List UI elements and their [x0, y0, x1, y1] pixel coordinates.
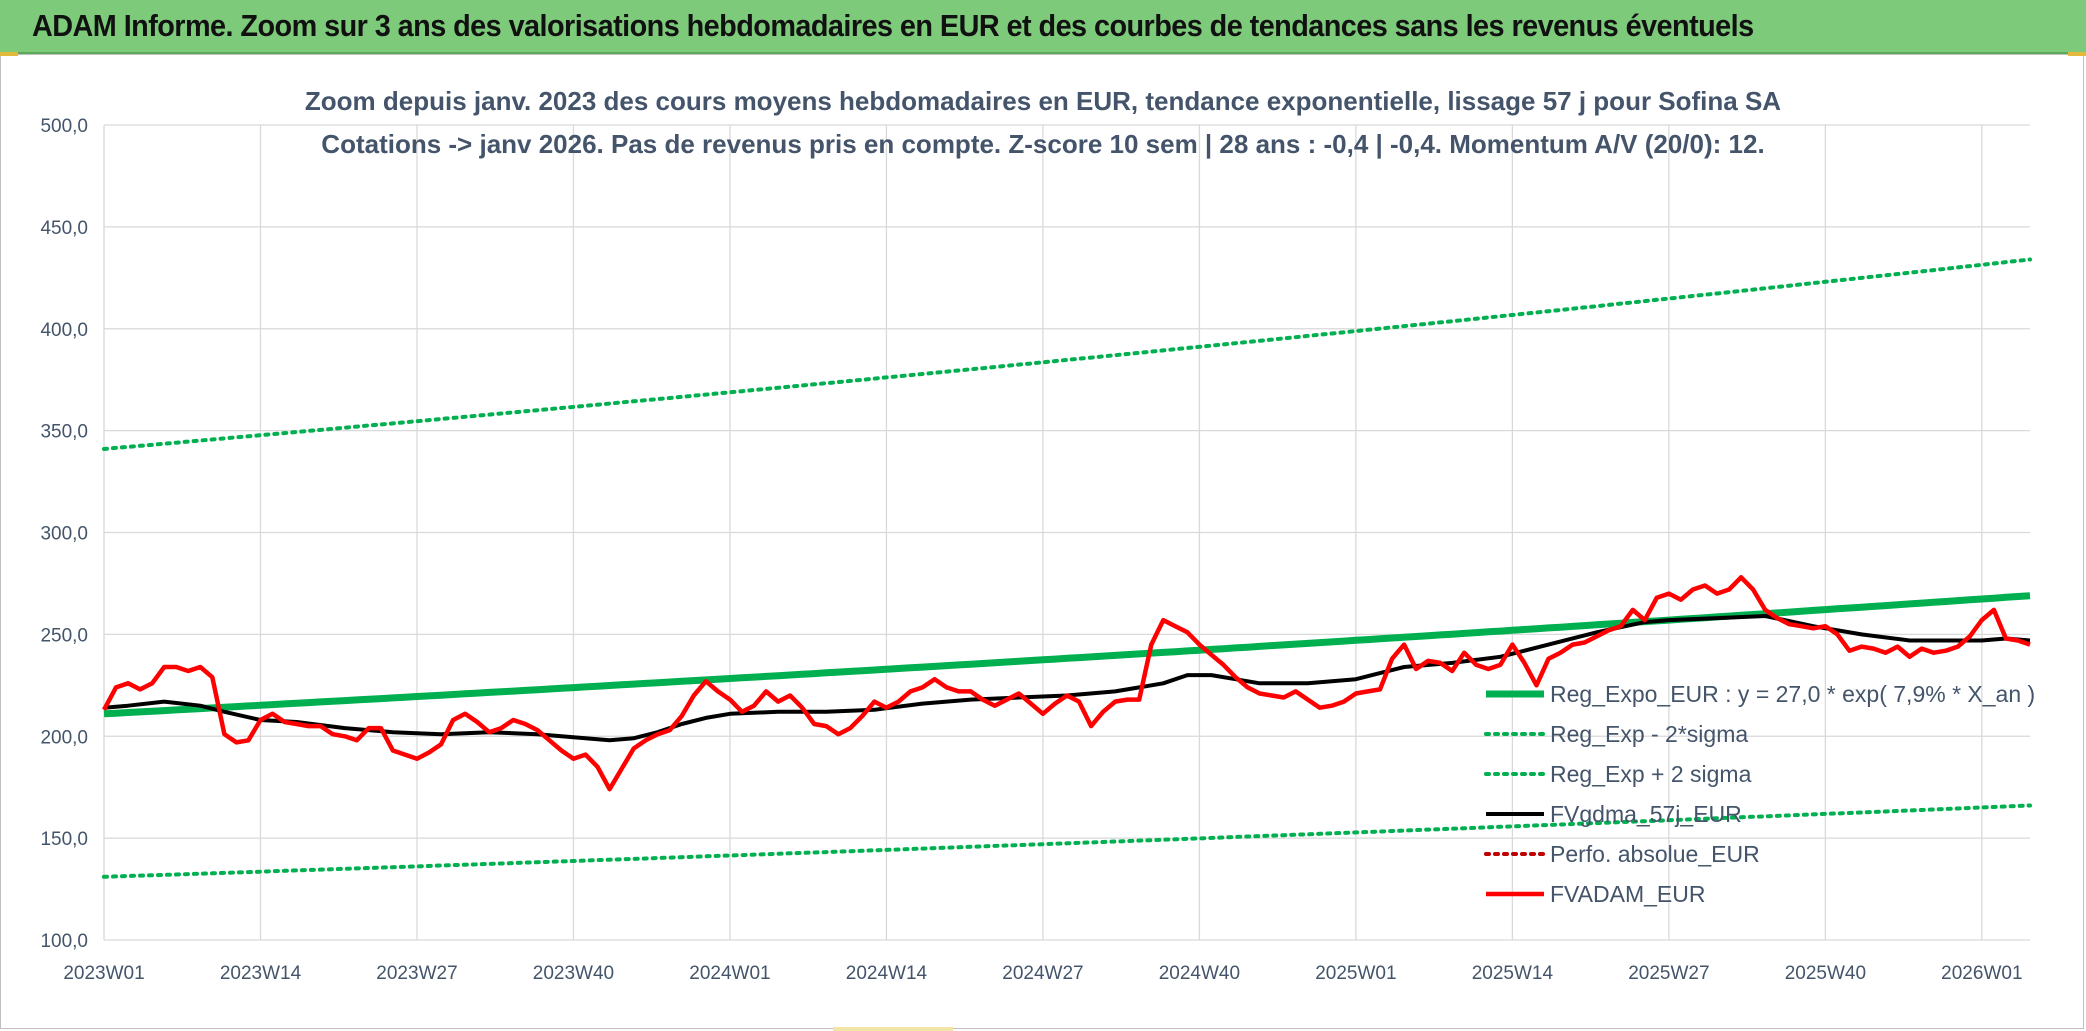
series-line-2	[102, 257, 2032, 451]
y-tick-label: 100,0	[40, 931, 88, 952]
x-tick-label: 2023W14	[220, 963, 302, 984]
frame-bottom-marker	[833, 1027, 953, 1031]
x-tick-label: 2024W14	[846, 963, 928, 984]
legend-label: Reg_Exp + 2 sigma	[1550, 761, 1752, 787]
y-tick-label: 400,0	[40, 320, 88, 341]
series-line-1	[102, 803, 2032, 879]
y-tick-label: 300,0	[40, 524, 88, 545]
legend-label: FVgdma_57j_EUR	[1550, 801, 1742, 827]
x-tick-label: 2023W27	[376, 963, 457, 984]
y-tick-label: 350,0	[40, 422, 88, 443]
x-tick-label: 2025W01	[1315, 963, 1396, 984]
report-title: ADAM Informe. Zoom sur 3 ans des valoris…	[32, 8, 1754, 43]
chart-title-line2: Cotations -> janv 2026. Pas de revenus p…	[321, 129, 1764, 159]
legend-label: Reg_Expo_EUR : y = 27,0 * exp( 7,9% * X_…	[1550, 681, 2035, 707]
x-tick-label: 2025W40	[1785, 963, 1866, 984]
x-tick-label: 2024W27	[1002, 963, 1083, 984]
legend: Reg_Expo_EUR : y = 27,0 * exp( 7,9% * X_…	[1484, 681, 2035, 907]
x-tick-label: 2023W01	[63, 963, 144, 984]
x-axis-ticks: 2023W01 2023W14 2023W27 2023W40 2024W01 2024W…	[63, 963, 2022, 984]
x-tick-label: 2025W14	[1472, 963, 1554, 984]
y-axis-ticks: 100,0 150,0 200,0 250,0 300,0 350,0 400,0 450,0…	[40, 116, 88, 952]
y-tick-label: 450,0	[40, 218, 88, 239]
y-tick-label: 150,0	[40, 829, 88, 850]
y-tick-label: 500,0	[40, 116, 88, 137]
series-lines	[102, 257, 2032, 879]
legend-label: FVADAM_EUR	[1550, 881, 1706, 907]
frame-corner-marker	[2068, 52, 2086, 56]
x-tick-label: 2024W01	[689, 963, 770, 984]
y-tick-label: 250,0	[40, 625, 88, 646]
report-banner: ADAM Informe. Zoom sur 3 ans des valoris…	[0, 0, 2086, 54]
x-tick-label: 2025W27	[1628, 963, 1709, 984]
gridlines	[103, 124, 2030, 941]
x-tick-label: 2024W40	[1159, 963, 1240, 984]
frame-corner-marker	[0, 52, 18, 56]
legend-label: Perfo. absolue_EUR	[1550, 841, 1760, 867]
legend-label: Reg_Exp - 2*sigma	[1550, 721, 1748, 747]
series-line-5	[102, 575, 2031, 792]
chart-frame	[0, 54, 2084, 1029]
x-tick-label: 2026W01	[1941, 963, 2022, 984]
chart-title-line1: Zoom depuis janv. 2023 des cours moyens …	[305, 86, 1781, 116]
y-tick-label: 200,0	[40, 727, 88, 748]
x-tick-label: 2023W40	[533, 963, 614, 984]
